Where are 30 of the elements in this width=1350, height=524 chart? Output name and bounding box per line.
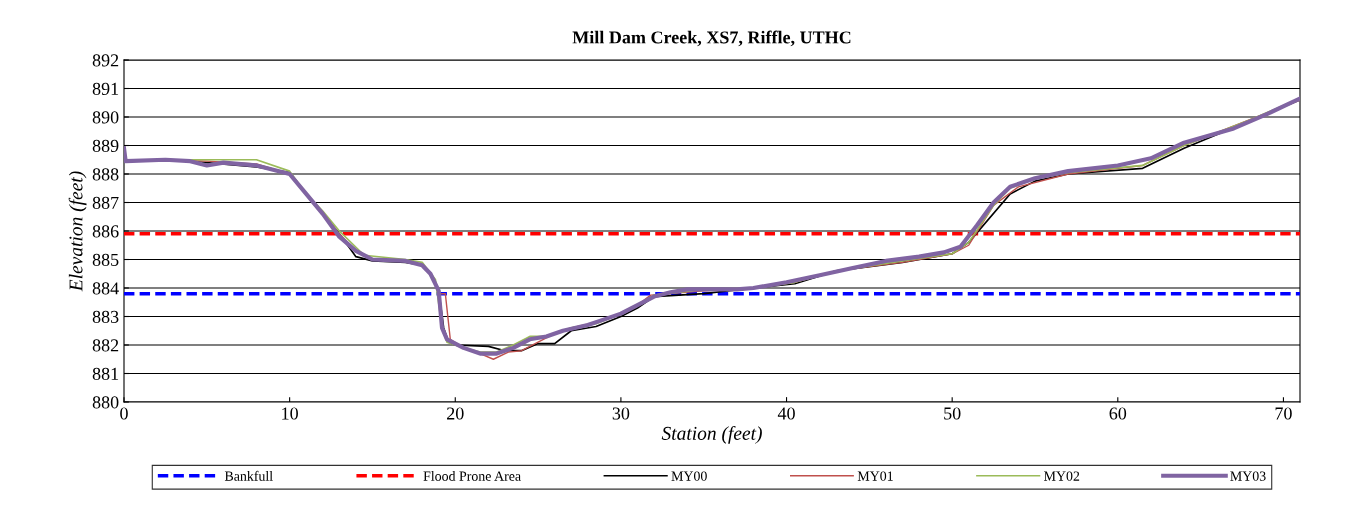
- y-tick-label: 885: [92, 253, 119, 266]
- x-tick-label: 30: [612, 407, 630, 420]
- y-tick-label: 887: [92, 196, 119, 209]
- y-tick-label: 890: [92, 111, 119, 124]
- y-tick-label: 881: [92, 367, 119, 380]
- legend-label: MY02: [1044, 471, 1080, 481]
- y-tick-label: 892: [92, 54, 119, 67]
- x-tick-label: 20: [447, 407, 464, 420]
- y-tick-label: 884: [92, 282, 119, 295]
- legend-label: Bankfull: [224, 470, 273, 481]
- x-axis-title: Station (feet): [661, 426, 762, 444]
- x-tick-label: 60: [1109, 407, 1127, 420]
- legend-label: MY01: [857, 471, 893, 481]
- y-tick-label: 891: [92, 82, 119, 95]
- legend-label: MY03: [1230, 471, 1266, 481]
- x-tick-label: 0: [120, 407, 128, 420]
- x-tick-label: 70: [1275, 407, 1292, 420]
- y-tick-label: 880: [92, 396, 119, 409]
- legend-label: MY00: [671, 471, 707, 481]
- x-tick-label: 50: [944, 407, 961, 420]
- y-tick-label: 886: [92, 225, 119, 238]
- chart-title: Mill Dam Creek, XS7, Riffle, UTHC: [572, 30, 851, 47]
- y-tick-label: 889: [92, 139, 119, 152]
- x-tick-label: 40: [777, 407, 795, 420]
- y-axis-title: Elevation (feet): [68, 171, 87, 292]
- x-tick-label: 10: [282, 407, 298, 420]
- y-tick-label: 883: [92, 310, 119, 323]
- y-tick-label: 882: [92, 339, 119, 352]
- legend-label: Flood Prone Area: [423, 471, 521, 481]
- y-tick-label: 888: [92, 168, 119, 181]
